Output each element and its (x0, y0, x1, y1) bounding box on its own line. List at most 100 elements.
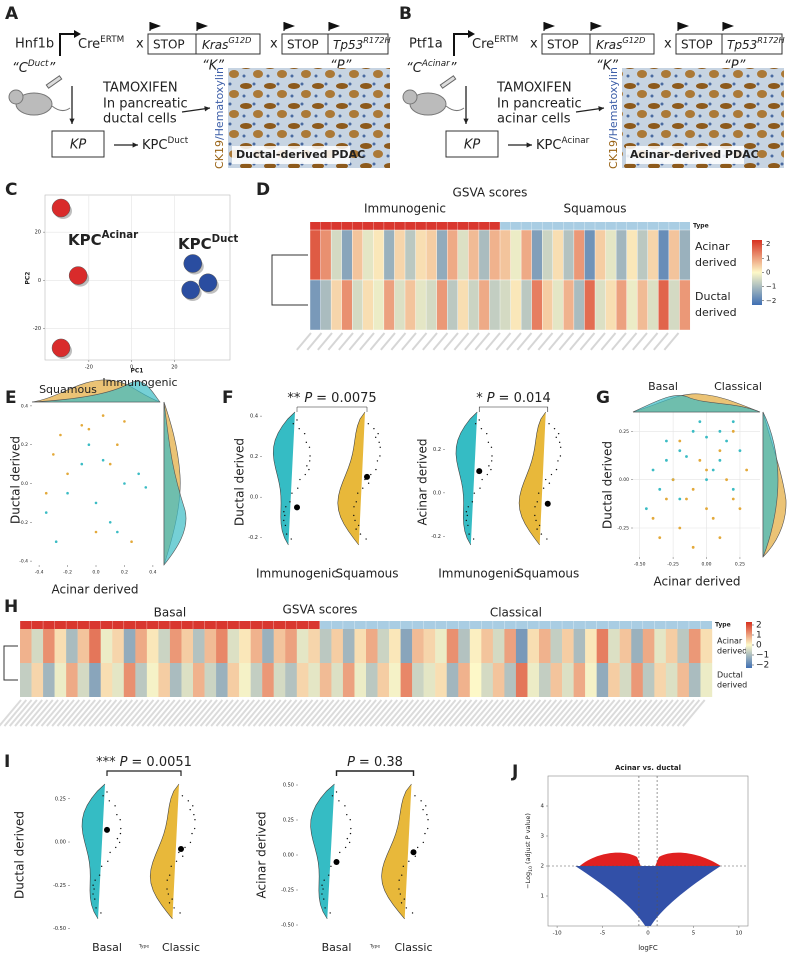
mean-point (178, 845, 184, 852)
column-label-blur (666, 699, 690, 727)
jitter-dot (471, 501, 474, 503)
jitter-dot (353, 506, 355, 508)
jitter-dot (422, 841, 425, 844)
column-label-blur (682, 699, 706, 727)
stop: STOP (287, 38, 319, 52)
heatmap-cell (362, 279, 374, 331)
column-label-blur (173, 699, 197, 727)
column-label-blur (263, 699, 287, 727)
y-axis-label: Ductal derived (9, 436, 23, 524)
density-curve (632, 395, 761, 413)
column-label-blur (305, 699, 330, 727)
jitter-dot (309, 460, 311, 462)
jitter-dot (401, 874, 403, 876)
column-label-blur (327, 332, 344, 351)
column-label-blur (560, 699, 584, 727)
column-label-blur (88, 699, 112, 727)
heatmap-cell (468, 229, 480, 281)
jitter-dot (285, 506, 287, 508)
heatmap-cell (273, 663, 286, 697)
column-label-blur (231, 699, 255, 727)
heatmap-cell (216, 629, 228, 663)
heatmap-cell (425, 229, 438, 281)
column-label-blur (189, 699, 213, 727)
data-point (678, 497, 682, 501)
data-point (665, 439, 668, 443)
column-label-blur (289, 699, 314, 727)
stain-label-part: CK19 (213, 140, 226, 169)
jitter-dot (537, 492, 540, 494)
y-axis-label: Acinar derived (416, 438, 430, 525)
data-point (44, 491, 48, 495)
data-point (130, 540, 133, 544)
heatmap-cell (531, 229, 543, 281)
jitter-dot (555, 436, 557, 439)
heatmap-cell (330, 229, 343, 281)
heatmap-cell (527, 629, 540, 663)
column-label-blur (554, 699, 579, 727)
jitter-dot (298, 427, 300, 430)
x-tick-label: Squamous (516, 567, 579, 581)
jitter-dot (490, 460, 493, 462)
loxp-flag (150, 22, 161, 30)
heatmap-cell (262, 663, 274, 697)
heatmap-cell (596, 663, 609, 697)
jitter-dot (555, 468, 558, 471)
column-label-blur (475, 699, 499, 727)
heatmap-cell (216, 663, 228, 697)
promoter: Hnf1b (15, 37, 54, 52)
heatmap-cell (562, 629, 574, 663)
column-label-blur (300, 699, 324, 727)
panel-label: H (4, 597, 18, 617)
x-tick-label: 0 (646, 931, 650, 937)
heatmap-cell (66, 629, 78, 663)
kpc-part: KPC (142, 138, 167, 153)
y-tick-label: -0.2 (431, 534, 441, 540)
y-tick-label: -0.2 (19, 520, 28, 526)
cre: CreERTM (472, 35, 518, 52)
x-tick-label: Basal (322, 941, 352, 954)
jitter-dot (284, 514, 286, 517)
heatmap-cell (615, 279, 628, 331)
heatmap-cell (320, 229, 332, 281)
data-point (665, 458, 668, 462)
heatmap-cell (542, 279, 554, 331)
heatmap-cell (412, 629, 424, 663)
data-point (94, 501, 98, 505)
caption-box (626, 146, 744, 164)
kpc: KPCDuct (142, 136, 189, 153)
jitter-dot (346, 837, 349, 840)
jitter-dot (481, 478, 483, 481)
x-tick-label: -0.25 (667, 562, 679, 568)
column-label-blur (19, 699, 43, 727)
jitter-dot (191, 832, 193, 835)
mouse-label: “CDuct” (12, 59, 56, 76)
heatmap-cell (481, 629, 494, 663)
column-label-blur (226, 699, 250, 727)
row-label: Acinar (717, 637, 743, 646)
heatmap-cell (510, 229, 522, 281)
y-axis-label: −Log10 (adjust P value) (524, 813, 534, 889)
jitter-dot (109, 851, 111, 854)
jitter-dot (120, 827, 122, 830)
heatmap-cell (520, 229, 533, 281)
jitter-dot (92, 893, 94, 895)
jitter-dot (283, 519, 285, 522)
x-axis-label: PC1 (131, 368, 144, 375)
jitter-dot (192, 805, 194, 807)
jitter-dot (94, 879, 96, 881)
row-label: derived (695, 306, 737, 319)
data-point (144, 486, 148, 489)
y-tick-label: 0.0 (250, 495, 258, 501)
column-label-blur (591, 699, 616, 727)
heatmap-cell (647, 279, 659, 331)
genotype-k: “K” (596, 59, 618, 74)
p-value-part: ** (287, 391, 301, 406)
column-label-blur (401, 699, 425, 727)
column-label-blur (632, 332, 648, 351)
jitter-dot (94, 898, 96, 900)
heatmap-cell (89, 663, 101, 697)
colorbar (746, 622, 752, 668)
column-label-blur (183, 699, 208, 727)
jitter-dot (414, 855, 416, 857)
